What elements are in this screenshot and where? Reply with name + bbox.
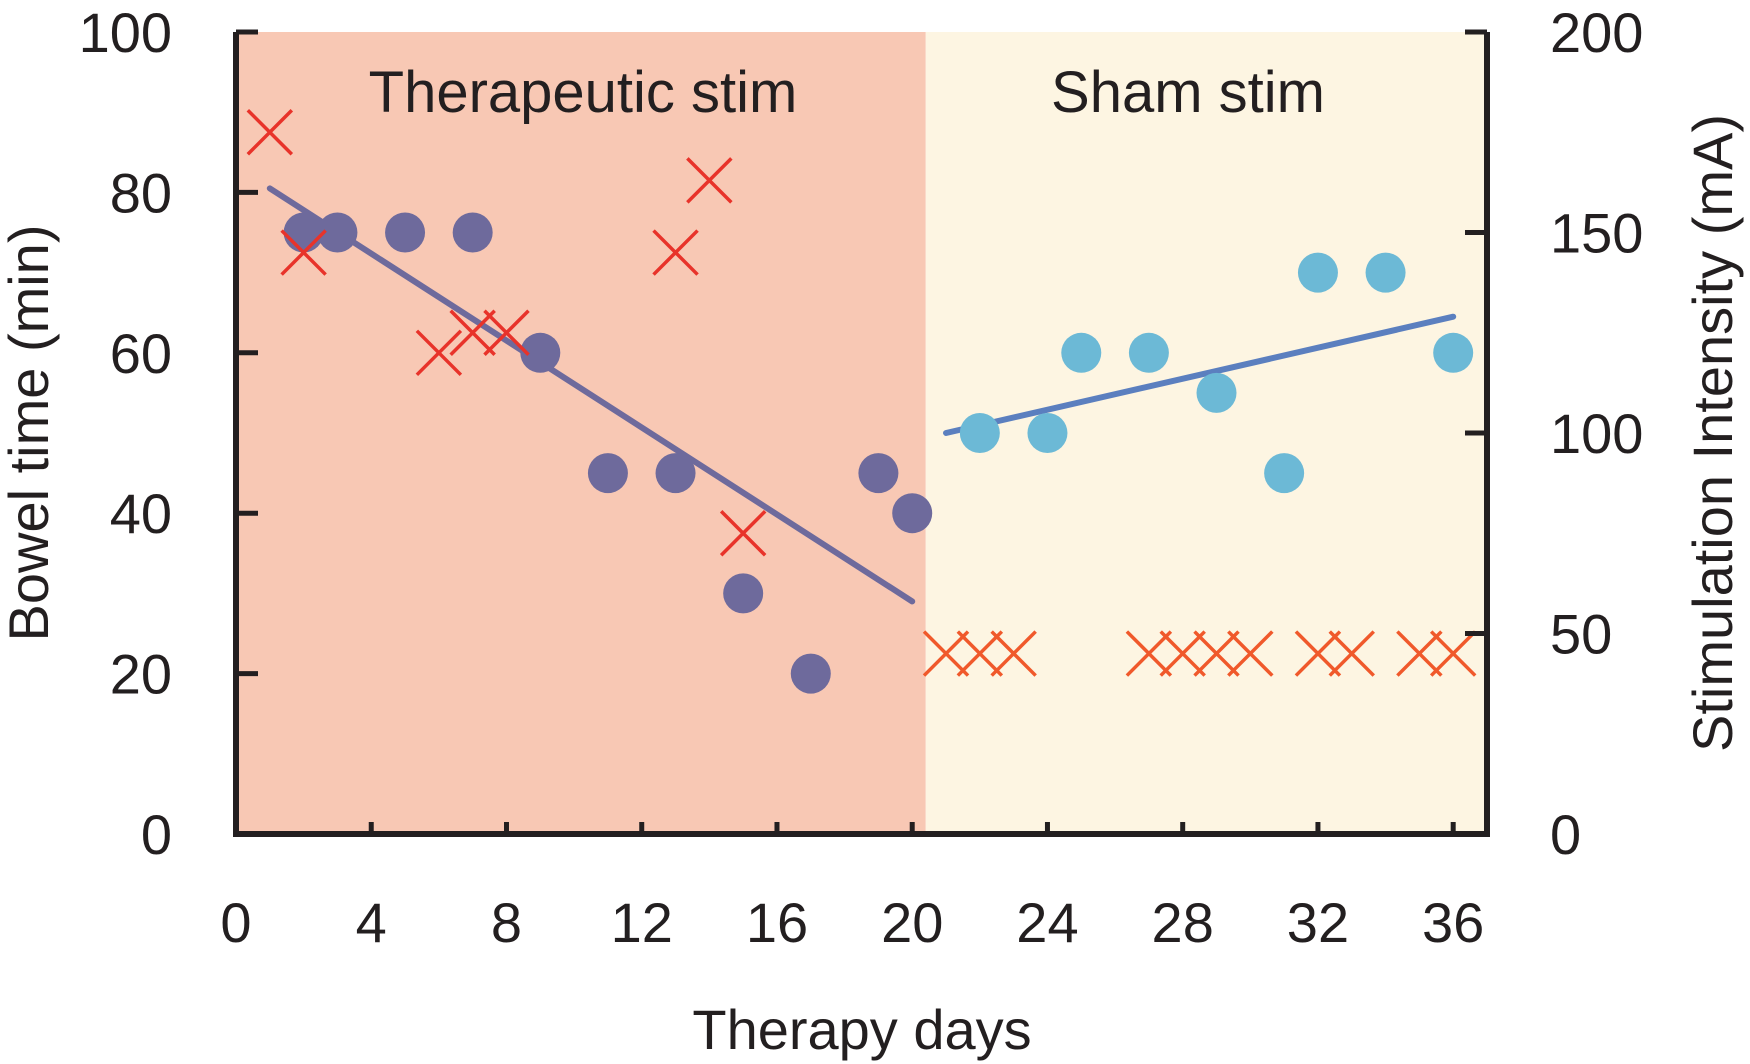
y-left-tick-label: 40: [110, 482, 172, 545]
point-circle-s0-7: [723, 573, 764, 614]
y-right-tick-label: 150: [1550, 202, 1643, 265]
point-circle-s1-1: [1027, 413, 1068, 453]
point-circle-s1-0: [959, 413, 1000, 453]
x-tick-label: 32: [1287, 891, 1349, 954]
point-circle-s0-8: [790, 653, 831, 694]
point-cross-s2-6: [686, 157, 733, 204]
point-cross-s2-4: [483, 309, 530, 356]
point-circle-s1-7: [1365, 252, 1406, 293]
y-axis-left-title: Bowel time (min): [0, 225, 60, 642]
y-axis-right-title: Stimulation Intensity (mA): [1681, 114, 1744, 752]
point-circle-s1-8: [1433, 332, 1474, 373]
point-cross-s2-5: [652, 229, 699, 276]
y-left-tick-label: 20: [110, 643, 172, 706]
point-cross-s3-5: [1193, 630, 1240, 677]
point-cross-s3-4: [1159, 630, 1206, 677]
point-circle-s1-5: [1264, 453, 1305, 494]
y-right-tick-label: 100: [1550, 402, 1643, 465]
x-tick-label: 12: [611, 891, 673, 954]
point-cross-s3-10: [1429, 630, 1477, 677]
region-label-sham: Sham stim: [1051, 60, 1325, 125]
region-0: [236, 32, 926, 834]
point-cross-s3-6: [1227, 630, 1274, 677]
x-tick-label: 28: [1152, 891, 1214, 954]
point-circle-s0-2: [385, 212, 426, 253]
x-tick-label: 8: [491, 891, 522, 954]
regions-layer: [236, 32, 1487, 834]
x-axis-title: Therapy days: [692, 998, 1031, 1061]
point-cross-s2-7: [719, 510, 767, 557]
point-cross-s3-0: [922, 630, 970, 677]
point-circle-s0-3: [452, 212, 493, 253]
y-right-tick-label: 200: [1550, 1, 1643, 64]
y-left-tick-label: 60: [110, 322, 172, 385]
point-cross-s3-3: [1125, 630, 1173, 677]
x-tick-label: 16: [746, 891, 808, 954]
x-tick-label: 4: [356, 891, 387, 954]
point-cross-s3-9: [1396, 630, 1443, 677]
region-label-therapeutic: Therapeutic stim: [369, 60, 798, 125]
x-tick-label: 36: [1422, 891, 1484, 954]
point-circle-s0-9: [858, 453, 899, 494]
point-circle-s0-1: [317, 212, 358, 253]
point-cross-s3-2: [990, 630, 1037, 677]
point-cross-s3-7: [1294, 630, 1342, 677]
point-circle-s0-6: [655, 453, 696, 494]
trendlines-layer: [266, 185, 1457, 605]
point-cross-s3-1: [956, 630, 1004, 677]
y-right-tick-label: 50: [1550, 603, 1612, 666]
ticks-layer: 0 4 8 12 16 20 24 28 32 36 0 20 40 60 80 100 0 50 100 150 20…: [79, 1, 1644, 954]
trendline-0: [266, 185, 916, 605]
trendline-1: [943, 313, 1457, 436]
y-left-tick-label: 100: [79, 1, 172, 64]
points-layer: [246, 109, 1477, 694]
y-left-tick-label: 0: [141, 803, 172, 866]
labels-layer: Therapeutic stim Sham stim Therapy days …: [0, 60, 1744, 1061]
x-tick-label: 20: [881, 891, 943, 954]
point-cross-s2-1: [280, 229, 327, 276]
point-circle-s0-5: [587, 453, 628, 494]
point-cross-s2-3: [449, 309, 496, 356]
x-tick-label: 24: [1016, 891, 1078, 954]
point-circle-s1-6: [1297, 252, 1338, 293]
y-right-tick-label: 0: [1550, 803, 1581, 866]
point-cross-s2-2: [415, 329, 463, 377]
region-1: [925, 32, 1487, 834]
y-left-tick-label: 80: [110, 161, 172, 224]
point-cross-s2-0: [246, 109, 294, 156]
point-circle-s1-4: [1196, 372, 1237, 413]
point-circle-s0-4: [520, 332, 561, 373]
point-circle-s1-2: [1061, 332, 1102, 373]
point-circle-s1-3: [1128, 332, 1169, 373]
point-circle-s0-10: [892, 493, 933, 534]
x-tick-label: 0: [220, 891, 251, 954]
point-cross-s3-8: [1328, 630, 1375, 677]
